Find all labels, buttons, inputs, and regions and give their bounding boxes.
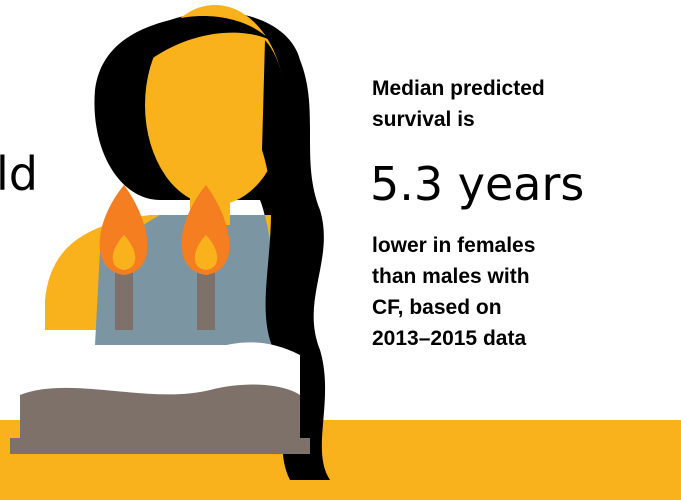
stat: 5.3 years xyxy=(370,157,584,211)
cake-plate xyxy=(10,438,310,454)
intro-line: Median predicted xyxy=(372,77,545,100)
description-line: than males with xyxy=(372,265,530,288)
description-line: CF, based on xyxy=(372,296,502,319)
intro-line: survival is xyxy=(372,108,475,131)
description-line: lower in females xyxy=(372,234,535,257)
description-line: 2013–2015 data xyxy=(372,327,526,350)
page: ld Median predicted survival is 5.3 year… xyxy=(0,0,681,500)
infographic: ld Median predicted survival is 5.3 year… xyxy=(0,0,681,500)
fragment-text: ld xyxy=(0,147,38,201)
